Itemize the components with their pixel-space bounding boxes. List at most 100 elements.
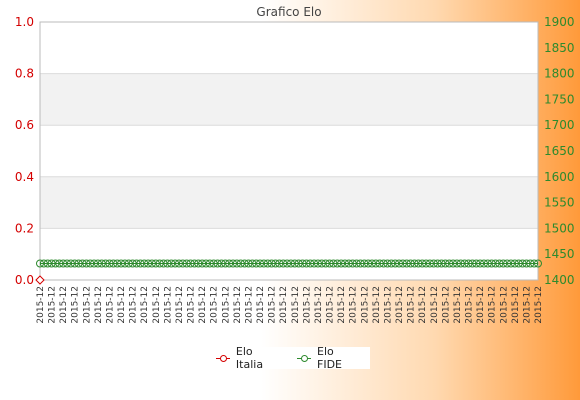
data-point-elo-fide[interactable]	[487, 259, 496, 268]
data-point-elo-fide[interactable]	[499, 259, 508, 268]
data-point-elo-fide[interactable]	[279, 259, 288, 268]
data-point-elo-fide[interactable]	[93, 259, 102, 268]
data-point-elo-fide[interactable]	[398, 259, 407, 268]
data-point-elo-fide[interactable]	[468, 259, 477, 268]
data-point-elo-fide[interactable]	[55, 259, 64, 268]
data-point-elo-fide[interactable]	[325, 259, 334, 268]
data-point-elo-fide[interactable]	[483, 259, 492, 268]
data-point-elo-fide[interactable]	[503, 259, 512, 268]
data-point-elo-fide[interactable]	[344, 259, 353, 268]
data-point-elo-fide[interactable]	[283, 259, 292, 268]
data-point-elo-fide[interactable]	[306, 259, 315, 268]
data-point-elo-fide[interactable]	[78, 259, 87, 268]
data-point-elo-fide[interactable]	[248, 259, 257, 268]
data-point-elo-fide[interactable]	[375, 259, 384, 268]
data-point-elo-fide[interactable]	[429, 259, 438, 268]
data-point-elo-fide[interactable]	[43, 259, 52, 268]
data-point-elo-fide[interactable]	[530, 259, 539, 268]
data-point-elo-fide[interactable]	[113, 259, 122, 268]
data-point-elo-fide[interactable]	[90, 259, 99, 268]
data-point-elo-fide[interactable]	[240, 259, 249, 268]
data-point-elo-fide[interactable]	[225, 259, 234, 268]
data-point-elo-fide[interactable]	[534, 259, 542, 268]
data-point-elo-fide[interactable]	[360, 259, 369, 268]
data-point-elo-fide[interactable]	[47, 259, 56, 268]
data-point-elo-fide[interactable]	[310, 259, 319, 268]
data-point-elo-fide[interactable]	[379, 259, 388, 268]
data-point-elo-fide[interactable]	[140, 259, 149, 268]
data-point-elo-fide[interactable]	[198, 259, 207, 268]
data-point-elo-fide[interactable]	[414, 259, 423, 268]
data-point-elo-fide[interactable]	[445, 259, 454, 268]
data-point-elo-fide[interactable]	[82, 259, 91, 268]
data-point-elo-fide[interactable]	[213, 259, 222, 268]
data-point-elo-fide[interactable]	[263, 259, 272, 268]
data-point-elo-fide[interactable]	[290, 259, 299, 268]
data-point-elo-fide[interactable]	[151, 259, 160, 268]
data-point-elo-fide[interactable]	[317, 259, 326, 268]
data-point-elo-fide[interactable]	[329, 259, 338, 268]
data-point-elo-fide[interactable]	[256, 259, 265, 268]
data-point-elo-fide[interactable]	[221, 259, 230, 268]
data-point-elo-fide[interactable]	[452, 259, 461, 268]
data-point-elo-fide[interactable]	[491, 259, 500, 268]
data-point-elo-fide[interactable]	[356, 259, 365, 268]
data-point-elo-fide[interactable]	[464, 259, 473, 268]
data-point-elo-fide[interactable]	[364, 259, 373, 268]
data-point-elo-fide[interactable]	[406, 259, 415, 268]
data-point-elo-fide[interactable]	[479, 259, 488, 268]
data-point-elo-fide[interactable]	[101, 259, 110, 268]
data-point-elo-fide[interactable]	[449, 259, 458, 268]
data-point-elo-fide[interactable]	[209, 259, 218, 268]
data-point-elo-fide[interactable]	[321, 259, 330, 268]
data-point-elo-fide[interactable]	[236, 259, 245, 268]
data-point-elo-fide[interactable]	[387, 259, 396, 268]
data-point-elo-fide[interactable]	[460, 259, 469, 268]
data-point-elo-fide[interactable]	[422, 259, 431, 268]
data-point-elo-fide[interactable]	[526, 259, 535, 268]
data-point-elo-fide[interactable]	[441, 259, 450, 268]
data-point-elo-fide[interactable]	[333, 259, 342, 268]
data-point-elo-fide[interactable]	[178, 259, 187, 268]
data-point-elo-fide[interactable]	[120, 259, 129, 268]
data-point-elo-fide[interactable]	[371, 259, 380, 268]
data-point-elo-fide[interactable]	[163, 259, 172, 268]
data-point-elo-fide[interactable]	[167, 259, 176, 268]
data-point-elo-fide[interactable]	[402, 259, 411, 268]
data-point-elo-fide[interactable]	[105, 259, 114, 268]
data-point-elo-fide[interactable]	[70, 259, 79, 268]
data-point-elo-fide[interactable]	[86, 259, 95, 268]
data-point-elo-fide[interactable]	[132, 259, 141, 268]
data-point-elo-fide[interactable]	[174, 259, 183, 268]
data-point-elo-fide[interactable]	[36, 259, 44, 268]
data-point-elo-fide[interactable]	[433, 259, 442, 268]
data-point-elo-fide[interactable]	[128, 259, 137, 268]
data-point-elo-fide[interactable]	[267, 259, 276, 268]
data-point-elo-fide[interactable]	[337, 259, 346, 268]
data-point-elo-fide[interactable]	[425, 259, 434, 268]
data-point-elo-fide[interactable]	[205, 259, 214, 268]
data-point-elo-fide[interactable]	[229, 259, 238, 268]
data-point-elo-fide[interactable]	[259, 259, 268, 268]
data-point-elo-fide[interactable]	[97, 259, 106, 268]
data-point-elo-fide[interactable]	[109, 259, 118, 268]
legend-item-elo-fide[interactable]: Elo FIDE	[297, 345, 362, 371]
data-point-elo-fide[interactable]	[117, 259, 126, 268]
data-point-elo-fide[interactable]	[232, 259, 241, 268]
data-point-elo-fide[interactable]	[495, 259, 504, 268]
legend-item-elo-italia[interactable]: Elo Italia	[216, 345, 283, 371]
data-point-elo-fide[interactable]	[66, 259, 75, 268]
data-point-elo-fide[interactable]	[194, 259, 203, 268]
data-point-elo-fide[interactable]	[59, 259, 68, 268]
data-point-elo-fide[interactable]	[252, 259, 261, 268]
data-point-elo-fide[interactable]	[437, 259, 446, 268]
data-point-elo-fide[interactable]	[217, 259, 226, 268]
data-point-elo-fide[interactable]	[294, 259, 303, 268]
data-point-elo-fide[interactable]	[155, 259, 164, 268]
data-point-elo-fide[interactable]	[506, 259, 515, 268]
data-point-elo-fide[interactable]	[302, 259, 311, 268]
data-point-elo-fide[interactable]	[190, 259, 199, 268]
data-point-elo-fide[interactable]	[348, 259, 357, 268]
data-point-elo-fide[interactable]	[136, 259, 145, 268]
data-point-elo-fide[interactable]	[391, 259, 400, 268]
